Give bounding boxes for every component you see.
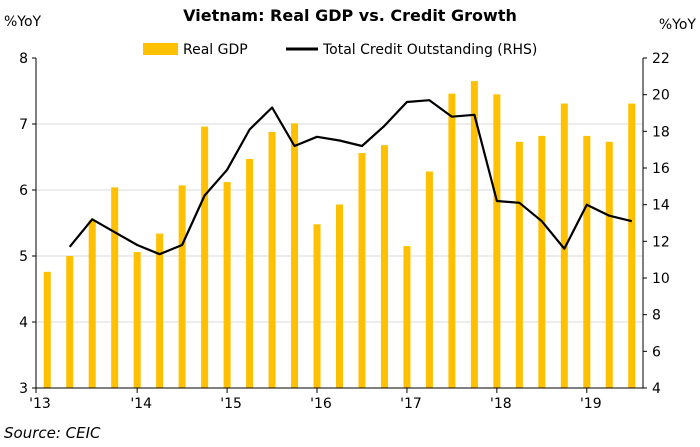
gdp-bar	[223, 182, 231, 388]
gdp-bar	[88, 220, 96, 388]
gdp-bar	[156, 233, 164, 388]
y-ticks-left: 3 4 5 6 7 8	[19, 51, 36, 397]
gdp-bar	[605, 141, 613, 388]
gdp-bar	[560, 103, 568, 388]
y-tick-left-label: 4	[19, 315, 28, 331]
gdp-bar	[425, 171, 433, 388]
x-tick-label: '13	[29, 396, 51, 412]
gdp-bar	[133, 252, 141, 388]
credit-series-line	[68, 99, 633, 256]
gdp-bar	[538, 135, 546, 388]
y-tick-right-label: 6	[652, 344, 661, 360]
gdp-bar	[628, 103, 636, 388]
y-tick-left-label: 3	[19, 381, 28, 397]
legend-line-label: Total Credit Outstanding (RHS)	[322, 42, 537, 58]
gdp-bar	[313, 224, 321, 388]
x-tick-label: '19	[580, 396, 602, 412]
legend-bar-swatch	[143, 43, 178, 55]
x-tick-label: '14	[130, 396, 152, 412]
y-tick-right-label: 18	[652, 124, 670, 140]
gdp-bar	[268, 131, 276, 389]
y-tick-right-label: 14	[652, 198, 670, 214]
x-tick-label: '18	[490, 396, 512, 412]
chart-title: Vietnam: Real GDP vs. Credit Growth	[183, 6, 517, 25]
gdp-bars	[43, 81, 636, 389]
y-tick-right-label: 8	[652, 308, 661, 324]
y-tick-right-label: 12	[652, 234, 670, 250]
gdp-bar	[178, 185, 186, 388]
y-tick-left-label: 5	[19, 249, 28, 265]
x-tick-label: '15	[220, 396, 242, 412]
y-tick-right-label: 16	[652, 161, 670, 177]
y-ticks-right: 4 6 8 10 12 14 16 18 20 22	[643, 51, 670, 397]
gdp-bar	[201, 126, 209, 388]
gdp-bar	[515, 141, 523, 388]
gdp-bar	[380, 145, 388, 388]
gdp-bar	[403, 246, 411, 388]
gdp-bar	[448, 93, 456, 388]
gdp-bar	[246, 158, 254, 388]
gdp-bar	[111, 187, 119, 388]
y-axis-right-label: %YoY	[659, 17, 697, 33]
y-tick-left-label: 6	[19, 183, 28, 199]
y-tick-right-label: 4	[652, 381, 661, 397]
x-tick-label: '17	[400, 396, 422, 412]
y-tick-right-label: 20	[652, 88, 670, 104]
gdp-bar	[336, 204, 343, 388]
x-tick-label: '16	[310, 396, 332, 412]
gdp-bar	[470, 81, 478, 388]
y-axis-left-label: %YoY	[4, 14, 42, 30]
source-note: Source: CEIC	[4, 424, 101, 442]
gdp-bar	[583, 135, 591, 388]
y-tick-right-label: 10	[652, 271, 670, 287]
gdp-bar	[493, 94, 501, 389]
y-tick-left-label: 8	[19, 51, 28, 67]
x-ticks: '13 '14 '15 '16 '17 '18 '19	[29, 388, 602, 412]
y-tick-left-label: 7	[19, 117, 28, 133]
legend-bar-label: Real GDP	[183, 42, 248, 58]
gdp-bar	[66, 256, 74, 388]
credit-line	[68, 99, 633, 256]
legend: Real GDP Total Credit Outstanding (RHS)	[143, 42, 537, 58]
gdp-bar	[358, 153, 366, 388]
y-tick-right-label: 22	[652, 51, 670, 67]
gdp-bar	[43, 271, 51, 388]
gdp-bar	[291, 123, 299, 388]
